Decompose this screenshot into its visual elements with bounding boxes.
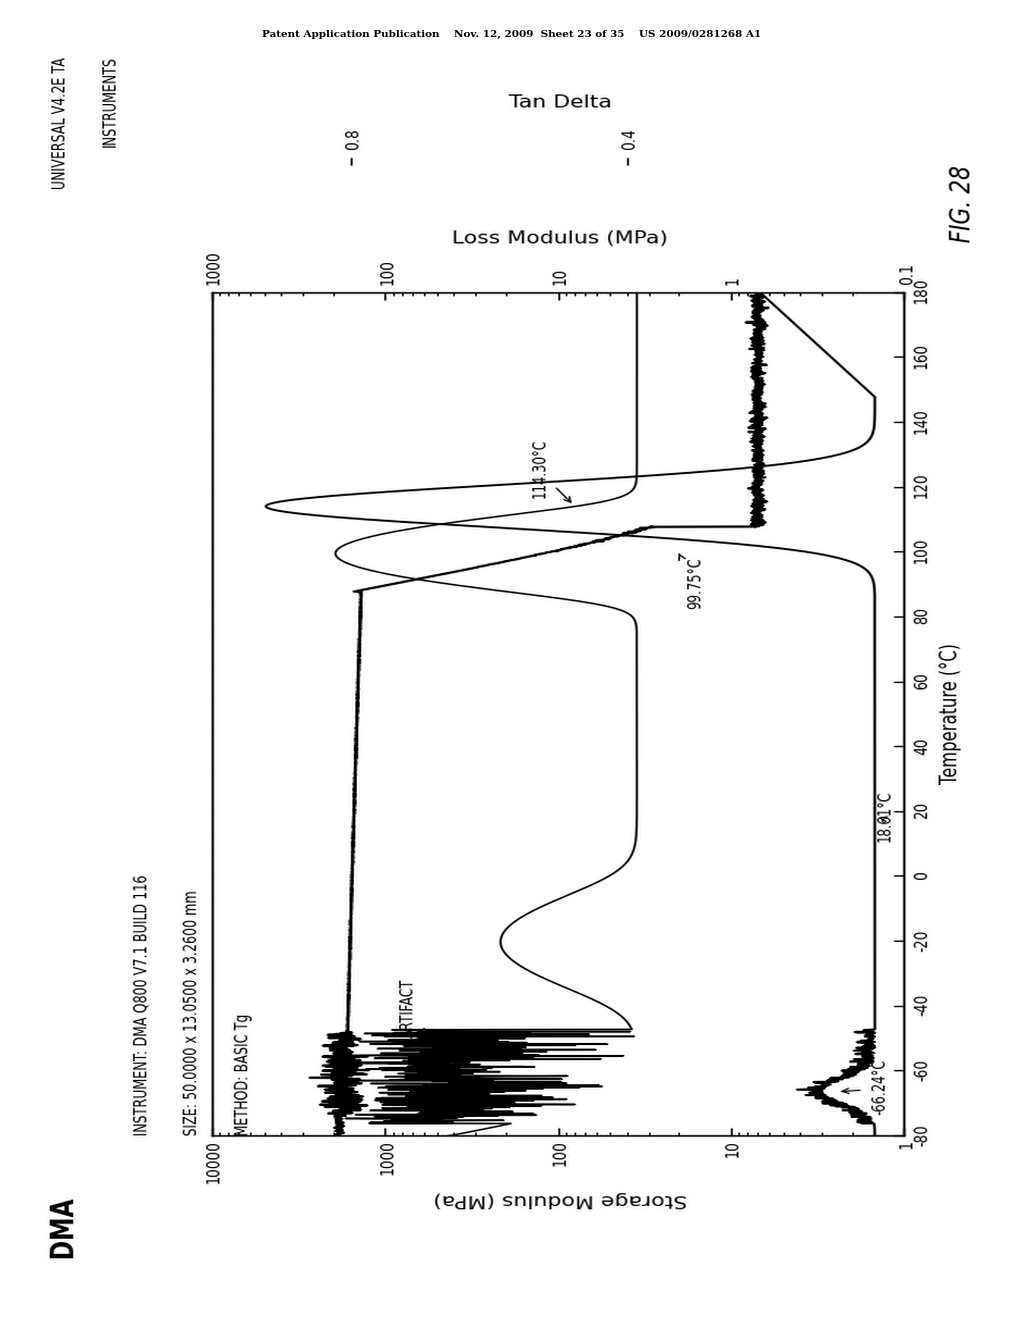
Text: Patent Application Publication    Nov. 12, 2009  Sheet 23 of 35    US 2009/02812: Patent Application Publication Nov. 12, … <box>262 30 762 40</box>
